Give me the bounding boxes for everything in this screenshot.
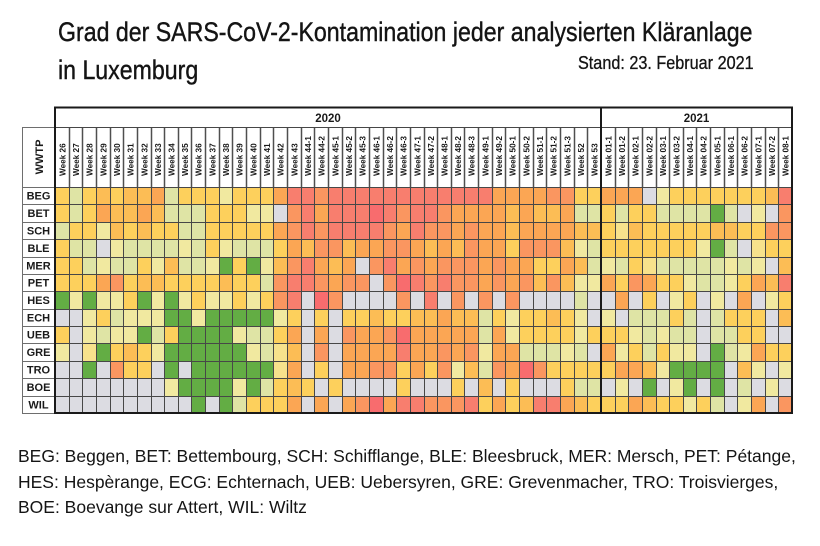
svg-text:Week 07-1: Week 07-1 [754, 136, 763, 176]
svg-text:WWTP: WWTP [34, 140, 46, 175]
svg-text:Week 41: Week 41 [263, 143, 272, 176]
svg-text:Week 26: Week 26 [58, 143, 67, 176]
svg-text:SCH: SCH [27, 226, 50, 238]
svg-text:Week 48-1: Week 48-1 [440, 136, 449, 176]
svg-text:Week 04-2: Week 04-2 [699, 136, 708, 176]
svg-text:Week 07-2: Week 07-2 [768, 136, 777, 176]
svg-text:Week 46-1: Week 46-1 [372, 136, 381, 176]
svg-text:TRO: TRO [27, 365, 51, 377]
svg-text:Week 38: Week 38 [222, 143, 231, 176]
svg-text:Week 40: Week 40 [249, 143, 258, 176]
svg-text:Week 37: Week 37 [208, 143, 217, 176]
svg-text:Week 49-2: Week 49-2 [495, 136, 504, 176]
svg-text:Week 32: Week 32 [140, 143, 149, 176]
svg-text:Week 06-1: Week 06-1 [727, 136, 736, 176]
svg-text:Week 47-1: Week 47-1 [413, 136, 422, 176]
svg-text:Week 06-2: Week 06-2 [740, 136, 749, 176]
svg-text:Week 49-1: Week 49-1 [481, 136, 490, 176]
svg-text:Week 53: Week 53 [590, 143, 599, 176]
svg-text:Week 50-2: Week 50-2 [522, 136, 531, 176]
svg-text:Week 44-2: Week 44-2 [317, 136, 326, 176]
svg-text:Week 45-1: Week 45-1 [331, 136, 340, 176]
svg-text:Week 02-2: Week 02-2 [645, 136, 654, 176]
svg-text:Week 43: Week 43 [290, 143, 299, 176]
svg-text:PET: PET [28, 278, 50, 290]
svg-text:Week 36: Week 36 [194, 143, 203, 176]
svg-text:Week 01-2: Week 01-2 [618, 136, 627, 176]
svg-text:Week 47-2: Week 47-2 [427, 136, 436, 176]
svg-text:Week 46-3: Week 46-3 [399, 136, 408, 176]
svg-text:Week 48-2: Week 48-2 [454, 136, 463, 176]
svg-text:Week 05-1: Week 05-1 [713, 136, 722, 176]
svg-text:Week 51-1: Week 51-1 [536, 136, 545, 176]
svg-text:Week 03-1: Week 03-1 [659, 136, 668, 176]
svg-text:Week 02-1: Week 02-1 [631, 136, 640, 176]
svg-text:Week 39: Week 39 [235, 143, 244, 176]
svg-text:Week 27: Week 27 [72, 143, 81, 176]
svg-text:ECH: ECH [27, 313, 50, 325]
svg-text:Week 03-2: Week 03-2 [672, 136, 681, 176]
svg-text:Week 30: Week 30 [113, 143, 122, 176]
svg-text:Week 52: Week 52 [577, 143, 586, 176]
svg-text:UEB: UEB [27, 330, 50, 342]
svg-text:Week 51-2: Week 51-2 [549, 136, 558, 176]
svg-text:Week 29: Week 29 [99, 143, 108, 176]
svg-text:Week 31: Week 31 [126, 143, 135, 176]
svg-text:BLE: BLE [28, 243, 50, 255]
svg-text:WIL: WIL [28, 400, 48, 412]
svg-text:Week 01-1: Week 01-1 [604, 136, 613, 176]
svg-text:Week 50-1: Week 50-1 [508, 136, 517, 176]
svg-text:BET: BET [28, 208, 50, 220]
svg-text:HES: HES [27, 295, 50, 307]
svg-text:Week 46-2: Week 46-2 [386, 136, 395, 176]
svg-text:Week 44-1: Week 44-1 [304, 136, 313, 176]
svg-text:Week 42: Week 42 [276, 143, 285, 176]
svg-text:2021: 2021 [684, 113, 710, 125]
svg-text:Week 51-3: Week 51-3 [563, 136, 572, 176]
svg-text:GRE: GRE [27, 347, 51, 359]
svg-text:Week 48-3: Week 48-3 [467, 136, 476, 176]
svg-text:Week 28: Week 28 [85, 143, 94, 176]
svg-text:Week 08-1: Week 08-1 [781, 136, 790, 176]
svg-text:2020: 2020 [315, 113, 341, 125]
svg-text:Week 45-3: Week 45-3 [358, 136, 367, 176]
svg-text:Week 45-2: Week 45-2 [345, 136, 354, 176]
svg-text:Week 35: Week 35 [181, 143, 190, 176]
svg-text:MER: MER [26, 261, 51, 273]
svg-text:BEG: BEG [27, 191, 51, 203]
svg-text:Week 33: Week 33 [154, 143, 163, 176]
svg-text:Week 04-1: Week 04-1 [686, 136, 695, 176]
svg-text:BOE: BOE [27, 382, 51, 394]
svg-text:Week 34: Week 34 [167, 143, 176, 176]
